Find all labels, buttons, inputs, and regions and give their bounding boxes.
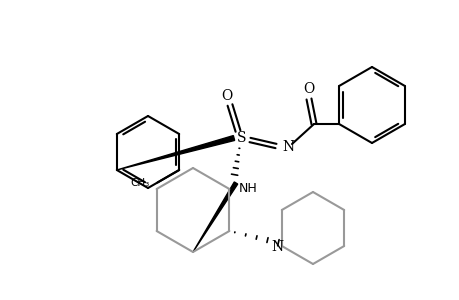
Text: O: O — [303, 82, 314, 96]
Polygon shape — [193, 182, 237, 252]
Text: NH: NH — [238, 182, 257, 194]
Text: S: S — [237, 131, 246, 145]
Text: CH₃: CH₃ — [130, 178, 149, 188]
Text: O: O — [221, 89, 232, 103]
Text: N: N — [281, 140, 293, 154]
Text: N: N — [271, 240, 283, 254]
Polygon shape — [117, 136, 234, 170]
